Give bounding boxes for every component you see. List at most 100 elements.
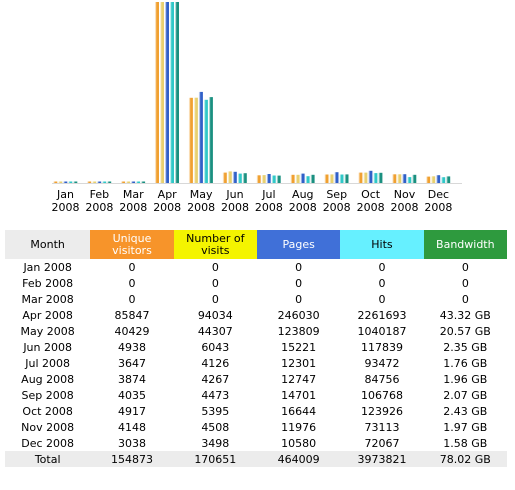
total-pages: 464009 bbox=[256, 451, 341, 467]
x-tick-label: 2008 bbox=[153, 201, 181, 214]
bar-hits bbox=[101, 181, 107, 183]
x-tick-label: 2008 bbox=[424, 201, 452, 214]
bar-pages bbox=[300, 173, 305, 183]
cell-month: Feb 2008 bbox=[22, 276, 74, 290]
x-tick-label: Apr bbox=[158, 188, 178, 201]
x-tick-label: Dec bbox=[428, 188, 449, 201]
header-pages: Pages bbox=[256, 230, 341, 259]
cell-hits: 1040187 bbox=[357, 324, 407, 338]
cell-month: Jan 2008 bbox=[23, 260, 72, 274]
header-month: Month bbox=[5, 230, 91, 259]
cell-unique: 0 bbox=[128, 276, 136, 290]
table-row: Jul 2008 3647 4126 12301 93472 1.76 GB bbox=[5, 355, 507, 371]
bar-pages bbox=[130, 181, 136, 183]
bar-bandwidth bbox=[242, 173, 247, 183]
x-tick-label: Aug bbox=[292, 188, 313, 201]
cell-hits: 93472 bbox=[364, 356, 400, 370]
table-row: Dec 2008 3038 3498 10580 72067 1.58 GB bbox=[5, 435, 507, 451]
bar-visits bbox=[159, 2, 164, 183]
bar-unique bbox=[53, 181, 58, 183]
table-total-row: Total 154873 170651 464009 3973821 78.02… bbox=[5, 451, 507, 467]
bar-pages bbox=[164, 2, 169, 183]
cell-visits: 5395 bbox=[201, 404, 230, 418]
cell-bandwidth: 1.96 GB bbox=[443, 372, 488, 386]
bar-visits bbox=[58, 181, 63, 183]
cell-bandwidth: 2.35 GB bbox=[443, 340, 488, 354]
cell-visits: 4126 bbox=[201, 356, 230, 370]
header-unique-visitors: Unique visitors bbox=[90, 230, 174, 259]
bar-bandwidth bbox=[310, 174, 315, 183]
bar-hits bbox=[339, 174, 344, 183]
bar-unique bbox=[120, 181, 126, 183]
total-bandwidth: 78.02 GB bbox=[423, 451, 507, 467]
bar-unique bbox=[154, 2, 159, 183]
cell-month: Mar 2008 bbox=[21, 292, 74, 306]
monthly-history-chart: Jan2008Feb2008Mar2008Apr2008May2008Jun20… bbox=[52, 2, 462, 214]
bar-visits bbox=[193, 97, 198, 183]
cell-bandwidth: 43.32 GB bbox=[439, 308, 491, 322]
header-hits: Hits bbox=[340, 230, 424, 259]
bar-pages bbox=[96, 181, 102, 183]
header-unique-line1: Unique bbox=[112, 231, 152, 245]
bar-pages bbox=[368, 170, 373, 183]
cell-hits: 0 bbox=[378, 292, 386, 306]
header-number-of-visits: Number of visits bbox=[173, 230, 257, 259]
bar-pages bbox=[63, 181, 68, 183]
cell-hits: 0 bbox=[378, 276, 386, 290]
cell-month: Apr 2008 bbox=[22, 308, 73, 322]
total-unique: 154873 bbox=[90, 451, 174, 467]
header-bandwidth: Bandwidth bbox=[423, 230, 507, 259]
x-tick-label: 2008 bbox=[357, 201, 385, 214]
cell-visits: 4508 bbox=[201, 420, 230, 434]
x-tick-label: Sep bbox=[326, 188, 347, 201]
x-tick-label: May bbox=[190, 188, 213, 201]
table-row: Nov 2008 4148 4508 11976 73113 1.97 GB bbox=[5, 419, 507, 435]
cell-pages: 11976 bbox=[281, 420, 317, 434]
cell-pages: 0 bbox=[295, 276, 303, 290]
bar-unique bbox=[324, 174, 329, 183]
bar-unique bbox=[86, 181, 92, 183]
x-tick-label: 2008 bbox=[119, 201, 147, 214]
bar-pages bbox=[334, 172, 339, 183]
bar-hits bbox=[373, 173, 378, 183]
cell-visits: 6043 bbox=[201, 340, 230, 354]
bar-visits bbox=[329, 174, 334, 183]
table-row: Apr 2008 85847 94034 246030 2261693 43.32 GB bbox=[5, 307, 507, 323]
x-tick-label: 2008 bbox=[187, 201, 215, 214]
bar-unique bbox=[222, 172, 227, 183]
bar-unique bbox=[290, 174, 295, 183]
bar-pages bbox=[198, 91, 203, 183]
cell-pages: 12747 bbox=[281, 372, 317, 386]
table-row: Sep 2008 4035 4473 14701 106768 2.07 GB bbox=[5, 387, 507, 403]
table-row: Jun 2008 4938 6043 15221 117839 2.35 GB bbox=[5, 339, 507, 355]
cell-unique: 0 bbox=[128, 292, 136, 306]
cell-month: Jun 2008 bbox=[23, 340, 72, 354]
cell-month: Dec 2008 bbox=[21, 436, 75, 450]
cell-visits: 94034 bbox=[197, 308, 233, 322]
bar-pages bbox=[402, 174, 407, 183]
table-row: Aug 2008 3874 4267 12747 84756 1.96 GB bbox=[5, 371, 507, 387]
cell-unique: 3874 bbox=[117, 372, 146, 386]
cell-bandwidth: 0 bbox=[461, 276, 469, 290]
bar-visits bbox=[261, 175, 266, 183]
cell-bandwidth: 1.58 GB bbox=[443, 436, 488, 450]
bar-hits bbox=[237, 173, 242, 183]
bar-bandwidth bbox=[208, 97, 213, 183]
bar-unique bbox=[256, 175, 261, 183]
cell-unique: 3038 bbox=[117, 436, 146, 450]
bar-visits bbox=[397, 174, 402, 183]
bar-bandwidth bbox=[412, 174, 417, 183]
bar-hits bbox=[135, 181, 141, 183]
bar-bandwidth bbox=[73, 181, 78, 183]
table-row: Jan 2008 0 0 0 0 0 bbox=[5, 259, 507, 275]
total-visits: 170651 bbox=[173, 451, 257, 467]
cell-unique: 0 bbox=[128, 260, 136, 274]
bar-hits bbox=[440, 177, 446, 183]
cell-visits: 44307 bbox=[197, 324, 233, 338]
x-tick-label: 2008 bbox=[85, 201, 113, 214]
cell-hits: 72067 bbox=[364, 436, 400, 450]
table-row: May 2008 40429 44307 123809 1040187 20.57 GB bbox=[5, 323, 507, 339]
bar-hits bbox=[68, 181, 73, 183]
x-tick-label: 2008 bbox=[255, 201, 283, 214]
bar-hits bbox=[305, 176, 310, 183]
